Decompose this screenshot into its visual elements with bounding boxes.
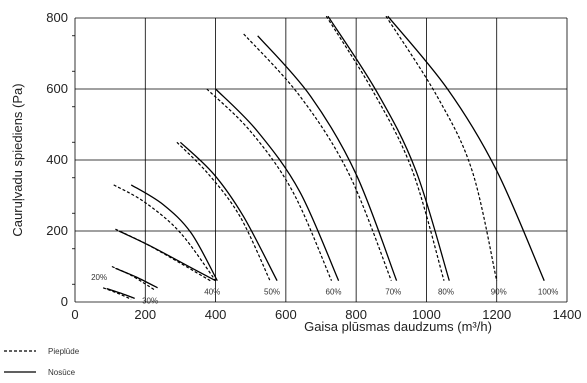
y-tick-label-4: 800	[46, 10, 68, 25]
exhaust-curve-8	[387, 15, 545, 281]
curve-label-90pct: 90%	[491, 288, 507, 297]
exhaust-curve-0	[106, 287, 135, 300]
x-tick-label-0: 0	[71, 307, 78, 322]
curve-label-30pct: 30%	[142, 297, 158, 306]
percent-labels: 20% 30% 40% 50% 60% 70% 80% 90% 100%	[91, 273, 558, 306]
x-tick-label-7: 1400	[553, 307, 582, 322]
curve-label-20pct: 20%	[91, 273, 107, 282]
exhaust-curve-3	[130, 184, 218, 282]
supply-curve-6	[243, 33, 392, 281]
exhaust-curve-5	[215, 88, 340, 281]
supply-curve-5	[206, 88, 333, 281]
exhaust-curve-1	[115, 267, 158, 289]
supply-curve-4	[176, 141, 271, 281]
curve-label-50pct: 50%	[264, 288, 280, 297]
legend-label-nosuce: Nosūce	[48, 368, 76, 377]
x-tick-label-1: 200	[134, 307, 156, 322]
x-tick-label-5: 1000	[412, 307, 441, 322]
x-tick-label-3: 600	[275, 307, 297, 322]
y-tick-label-0: 0	[61, 294, 68, 309]
curve-label-40pct: 40%	[204, 288, 220, 297]
x-tick-label-2: 400	[205, 307, 227, 322]
exhaust-curve-2	[118, 230, 216, 282]
fan-curves	[102, 15, 545, 300]
y-axis-ticks: 0 200 400 600 800	[46, 10, 68, 309]
exhaust-curve-4	[179, 141, 278, 282]
supply-curve-0	[102, 287, 132, 300]
y-tick-label-2: 400	[46, 152, 68, 167]
exhaust-curve-7	[327, 15, 450, 281]
supply-curve-2	[115, 228, 211, 282]
x-axis-title: Gaisa plūsmas daudzums (m³/h)	[304, 319, 492, 334]
supply-curve-8	[385, 15, 498, 281]
curve-label-70pct: 70%	[385, 288, 401, 297]
curve-label-100pct: 100%	[538, 288, 558, 297]
legend: Pieplūde Nosūce	[4, 347, 80, 377]
supply-curve-7	[325, 15, 445, 281]
y-tick-label-1: 200	[46, 223, 68, 238]
supply-curve-3	[113, 184, 217, 282]
x-axis-ticks: 0 200 400 600 800 1000 1200 1400	[71, 307, 581, 322]
x-tick-label-6: 1200	[482, 307, 511, 322]
curve-label-60pct: 60%	[326, 288, 342, 297]
legend-label-pieplude: Pieplūde	[48, 347, 80, 356]
gridlines	[72, 17, 568, 303]
exhaust-curve-6	[257, 35, 398, 281]
curve-label-80pct: 80%	[438, 288, 454, 297]
x-tick-label-4: 800	[345, 307, 367, 322]
y-tick-label-3: 600	[46, 81, 68, 96]
y-axis-title: Cauruļvadu spiediens (Pa)	[10, 83, 25, 236]
